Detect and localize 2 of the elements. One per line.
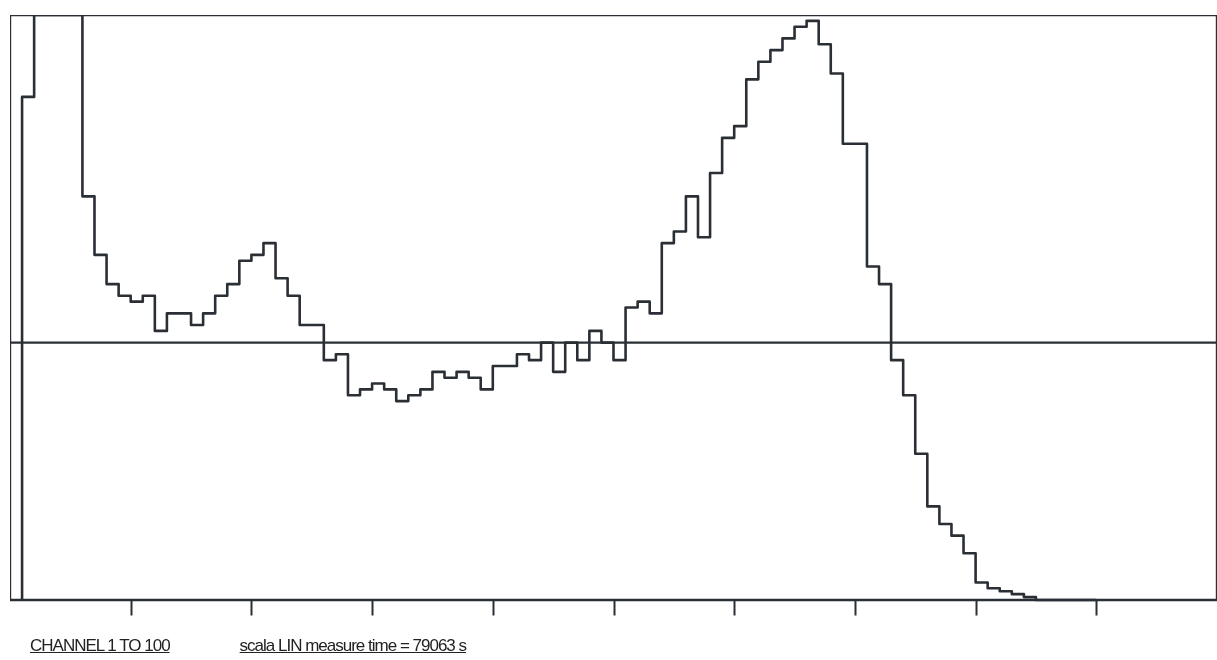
text: scala LIN measure time = 79063 s bbox=[239, 636, 467, 655]
text: CHANNEL 1 TO 100 bbox=[30, 636, 170, 655]
